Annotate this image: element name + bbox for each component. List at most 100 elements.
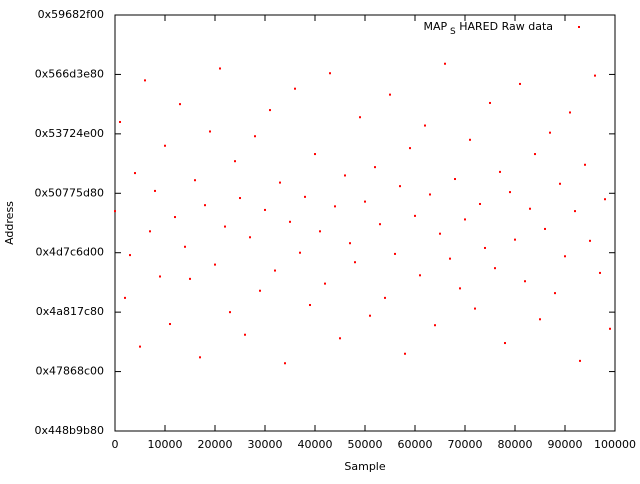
data-point: [379, 223, 381, 226]
data-point: [484, 246, 486, 249]
data-point: [564, 255, 566, 258]
data-point: [294, 87, 296, 90]
data-point: [414, 214, 416, 217]
x-tick-label: 30000: [248, 438, 283, 451]
data-point: [309, 304, 311, 307]
x-tick-label: 50000: [348, 438, 383, 451]
data-point: [119, 120, 121, 123]
data-point: [159, 275, 161, 278]
data-point: [134, 172, 136, 175]
data-point: [524, 280, 526, 283]
data-point: [459, 287, 461, 290]
data-point: [499, 170, 501, 173]
data-point: [329, 72, 331, 75]
data-point: [334, 205, 336, 208]
x-tick-label: 0: [112, 438, 119, 451]
data-point: [204, 204, 206, 207]
data-point: [599, 271, 601, 274]
data-point: [434, 324, 436, 327]
legend-label: MAP S HARED Raw data: [424, 20, 554, 37]
y-tick-label: 0x59682f00: [38, 8, 104, 21]
data-point: [374, 166, 376, 169]
data-point: [574, 210, 576, 213]
data-point: [529, 207, 531, 210]
data-point: [424, 124, 426, 127]
legend-marker: [578, 26, 580, 28]
data-point: [229, 311, 231, 314]
data-point: [394, 252, 396, 255]
data-point: [544, 227, 546, 230]
data-point: [219, 67, 221, 70]
x-tick-label: 40000: [298, 438, 333, 451]
data-point: [194, 179, 196, 182]
data-point: [239, 197, 241, 200]
y-tick-label: 0x448b9b80: [35, 424, 104, 437]
data-point: [514, 238, 516, 241]
data-point: [129, 254, 131, 257]
data-point: [349, 242, 351, 245]
x-tick-label: 10000: [148, 438, 183, 451]
y-tick-label: 0x4a817c80: [36, 305, 104, 318]
data-point: [584, 163, 586, 166]
data-point: [489, 101, 491, 104]
data-point: [114, 210, 116, 213]
data-point: [439, 232, 441, 235]
y-axis-label: Address: [3, 201, 16, 245]
data-point: [419, 274, 421, 277]
x-axis-label: Sample: [344, 460, 385, 473]
data-point: [264, 208, 266, 211]
data-point: [354, 261, 356, 264]
data-point: [539, 318, 541, 321]
data-point: [324, 282, 326, 285]
data-point: [364, 200, 366, 203]
data-point: [174, 216, 176, 219]
data-point: [149, 230, 151, 233]
data-point: [259, 289, 261, 292]
data-point: [389, 93, 391, 96]
data-point: [604, 198, 606, 201]
x-tick-label: 80000: [498, 438, 533, 451]
data-point: [409, 147, 411, 150]
x-tick-label: 60000: [398, 438, 433, 451]
y-tick-label: 0x53724e00: [35, 127, 104, 140]
data-point: [559, 182, 561, 185]
data-point: [244, 333, 246, 336]
data-point: [254, 135, 256, 138]
data-point: [339, 337, 341, 340]
data-point: [154, 189, 156, 192]
data-point: [384, 296, 386, 299]
data-point: [609, 327, 611, 330]
data-point: [474, 307, 476, 310]
data-point: [449, 257, 451, 260]
data-point: [594, 74, 596, 77]
x-tick-label: 70000: [448, 438, 483, 451]
y-tick-label: 0x47868c00: [35, 365, 104, 378]
data-point: [304, 195, 306, 198]
data-point: [314, 153, 316, 156]
data-point: [509, 191, 511, 194]
data-point: [144, 79, 146, 82]
data-point: [534, 153, 536, 156]
data-point: [319, 230, 321, 233]
data-point: [549, 131, 551, 134]
data-point: [299, 251, 301, 254]
data-point: [209, 130, 211, 133]
data-point: [184, 245, 186, 248]
y-tick-label: 0x4d7c6d00: [35, 246, 104, 259]
y-tick-label: 0x566d3e80: [35, 67, 104, 80]
data-point: [139, 345, 141, 348]
data-point: [469, 138, 471, 141]
data-point: [404, 352, 406, 355]
data-point: [189, 277, 191, 280]
data-point: [444, 62, 446, 65]
data-point: [169, 323, 171, 326]
data-point: [249, 236, 251, 239]
data-point: [589, 239, 591, 242]
data-point: [279, 181, 281, 184]
data-point: [199, 356, 201, 359]
data-point: [224, 225, 226, 228]
data-point: [344, 174, 346, 177]
data-point: [479, 202, 481, 205]
